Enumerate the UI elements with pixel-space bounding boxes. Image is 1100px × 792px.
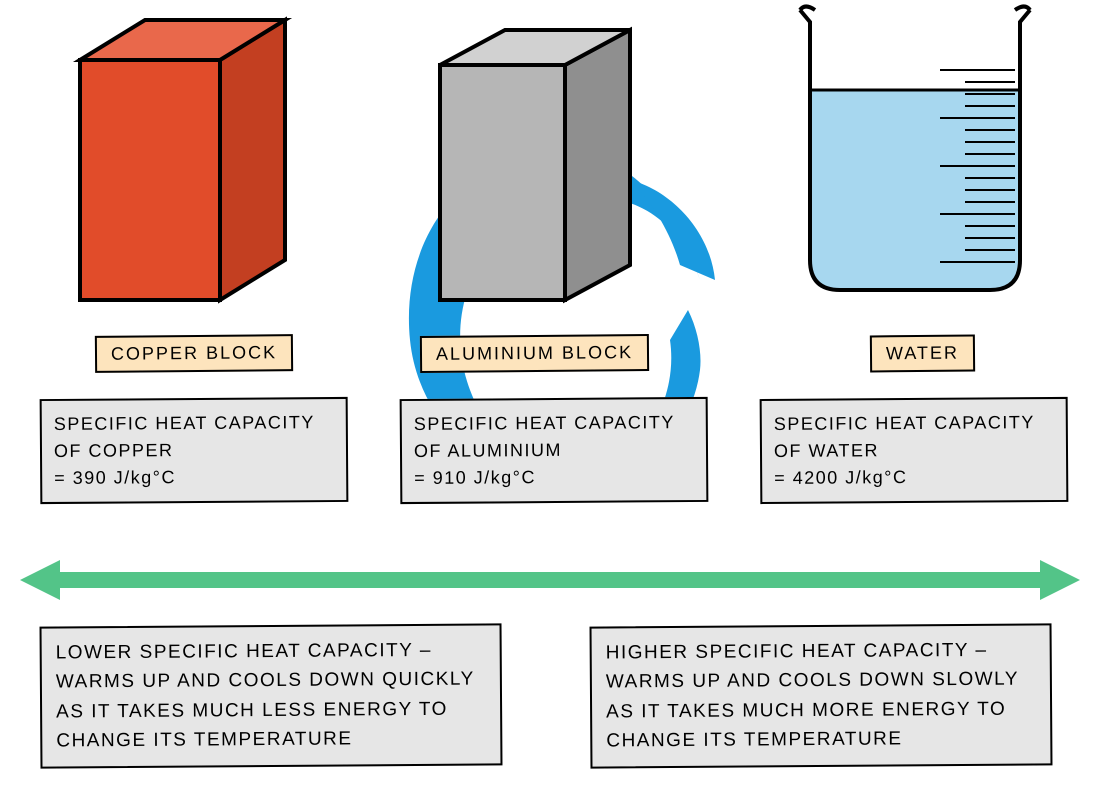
- diagram-stage: COPPER BLOCK ALUMINIUM BLOCK WATER SPECI…: [0, 0, 1100, 792]
- water-beaker: [790, 0, 1040, 300]
- shc-text: = 4200 J/kg°C: [774, 467, 907, 488]
- shc-text: OF COPPER: [54, 440, 174, 461]
- shc-text: SPECIFIC HEAT CAPACITY: [414, 412, 675, 434]
- shc-text: OF WATER: [774, 440, 879, 461]
- shc-text: SPECIFIC HEAT CAPACITY: [54, 412, 315, 434]
- copper-label: COPPER BLOCK: [95, 334, 293, 373]
- shc-text: SPECIFIC HEAT CAPACITY: [774, 412, 1035, 434]
- shc-text: = 910 J/kg°C: [414, 467, 536, 488]
- higher-shc-description: HIGHER SPECIFIC HEAT CAPACITY – WARMS UP…: [590, 623, 1053, 768]
- scale-arrow: [20, 555, 1080, 605]
- copper-shc-box: SPECIFIC HEAT CAPACITY OF COPPER = 390 J…: [40, 397, 349, 504]
- copper-cube: [70, 0, 330, 310]
- shc-text: = 390 J/kg°C: [54, 467, 176, 488]
- water-shc-box: SPECIFIC HEAT CAPACITY OF WATER = 4200 J…: [760, 397, 1069, 504]
- lower-shc-description: LOWER SPECIFIC HEAT CAPACITY – WARMS UP …: [40, 623, 503, 768]
- shc-text: OF ALUMINIUM: [414, 440, 562, 461]
- water-label: WATER: [870, 335, 975, 373]
- aluminium-label: ALUMINIUM BLOCK: [420, 334, 649, 373]
- aluminium-shc-box: SPECIFIC HEAT CAPACITY OF ALUMINIUM = 91…: [400, 397, 709, 504]
- aluminium-cube: [430, 10, 670, 310]
